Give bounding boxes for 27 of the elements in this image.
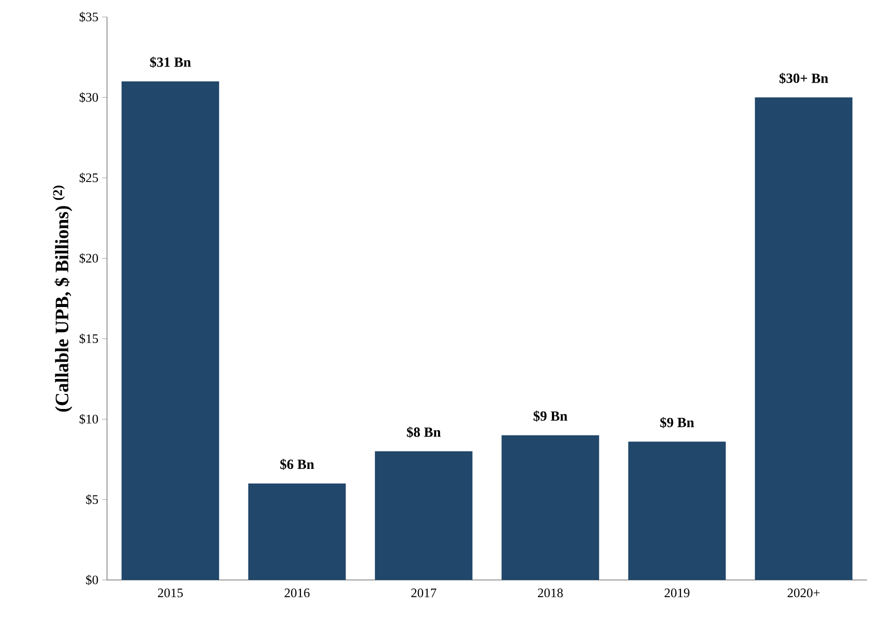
data-label: $8 Bn <box>406 426 441 438</box>
x-tick-label: 2017 <box>411 588 436 598</box>
bar <box>248 483 346 580</box>
bar <box>374 451 472 580</box>
y-tick-label: $35 <box>80 12 98 22</box>
y-tick-label: $10 <box>80 414 98 424</box>
y-tick-label: $0 <box>86 574 98 586</box>
bar <box>628 442 726 580</box>
x-tick-label: 2020+ <box>788 588 820 598</box>
bar <box>122 81 220 580</box>
y-tick-label: $25 <box>80 172 98 184</box>
data-label: $9 Bn <box>534 410 568 422</box>
y-tick-label: $20 <box>80 253 98 264</box>
bar <box>754 97 852 580</box>
data-label: $9 Bn <box>660 416 694 428</box>
x-tick-label: 2018 <box>538 588 563 598</box>
x-tick-label: 2019 <box>664 588 690 598</box>
y-tick-label: $5 <box>86 494 98 505</box>
data-label: $31 Bn <box>150 56 191 68</box>
y-tick-label: $15 <box>80 334 98 344</box>
x-tick-label: 2016 <box>284 588 310 598</box>
y-axis-title: (Callable UPB, $ Billions) $^{(2)}$ <box>52 186 72 412</box>
y-tick-label: $30 <box>80 92 98 103</box>
data-label: $6 Bn <box>280 458 314 470</box>
x-tick-label: 2015 <box>158 588 183 598</box>
data-label: $30+ Bn <box>779 72 828 84</box>
bar <box>502 435 600 580</box>
